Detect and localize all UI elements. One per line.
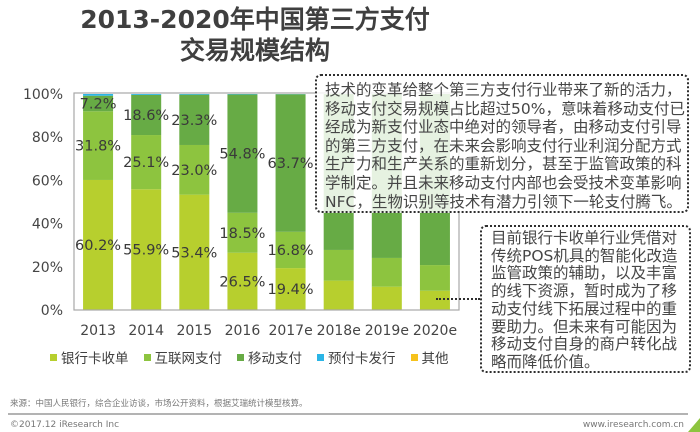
data-label: 23.0% bbox=[171, 163, 217, 179]
callout-text-line: 目前银行卡收单行业凭借对 bbox=[491, 229, 678, 247]
bar-segment bbox=[83, 95, 114, 112]
legend-label: 互联网支付 bbox=[154, 351, 223, 367]
data-label: 26.5% bbox=[219, 274, 265, 290]
data-label: 53.4% bbox=[171, 245, 217, 261]
x-tick-label: 2017e bbox=[268, 323, 312, 339]
legend-label: 银行卡收单 bbox=[61, 351, 129, 367]
callout-text-line: 移动支付自身的商户转化战 bbox=[491, 335, 678, 354]
legend-label: 其他 bbox=[421, 351, 449, 367]
data-label: 63.7% bbox=[268, 156, 314, 172]
legend-swatch-icon bbox=[237, 353, 244, 361]
bar-segment bbox=[131, 135, 162, 190]
bar-segment bbox=[419, 265, 450, 291]
x-tick-label: 2018e bbox=[317, 323, 361, 339]
chart-title-line-1: 2013-2020年中国第三方支付 bbox=[80, 5, 430, 34]
bar-segment bbox=[419, 290, 450, 310]
y-tick-label: 40% bbox=[32, 217, 63, 233]
website-link[interactable]: www.iresearch.com.cn bbox=[582, 420, 684, 430]
y-tick-label: 60% bbox=[32, 173, 63, 189]
legend-item: 其他 bbox=[410, 347, 449, 367]
callout-text-line: 学制定。并且未来移动支付内部也会受技术变革影响 bbox=[325, 173, 682, 192]
legend-label: 移动支付 bbox=[248, 351, 302, 367]
bar-segment bbox=[227, 94, 258, 213]
legend-item: 移动支付 bbox=[237, 347, 302, 367]
callout-text-line: 生产力和生产关系的重新划分，甚至于监管政策的科 bbox=[325, 155, 682, 174]
callout-bank-card-acquiring: 目前银行卡收单行业凭借对 传统POS机具的智能化改造 监管政策的辅助，以及丰富 的线下… bbox=[480, 225, 691, 373]
legend-swatch-icon bbox=[143, 353, 151, 361]
bar-segment bbox=[227, 212, 258, 253]
bar-segment bbox=[131, 94, 162, 136]
y-tick-label: 20% bbox=[32, 260, 63, 276]
legend-swatch-icon bbox=[410, 353, 418, 361]
callout-text-line: 动支付线下拓展过程中的重 bbox=[491, 299, 678, 318]
callout-text-line: 的第三方支付，在未来会影响支付行业利润分配方式 bbox=[325, 136, 682, 155]
bar-segment bbox=[275, 268, 306, 310]
callout-text-line: 监管政策的辅助，以及丰富 bbox=[491, 264, 678, 283]
x-tick-label: 2016 bbox=[225, 323, 261, 339]
callout-text-line: NFC，生物识别等技术有潜力引领下一轮支付腾飞。 bbox=[325, 192, 682, 211]
callout-text-line: 技术的变革给整个第三方支付行业带来了新的活力， bbox=[325, 81, 682, 99]
footer-divider bbox=[8, 413, 688, 415]
bar-segment bbox=[131, 189, 162, 310]
bar-segment bbox=[179, 94, 210, 145]
data-label: 18.5% bbox=[219, 226, 265, 242]
data-label: 54.8% bbox=[219, 147, 265, 163]
legend-swatch-icon bbox=[317, 353, 324, 361]
data-label: 23.3% bbox=[171, 113, 217, 129]
bar-segment bbox=[83, 179, 114, 310]
x-tick-label: 2015 bbox=[176, 323, 212, 339]
legend-item: 互联网支付 bbox=[143, 347, 223, 367]
x-tick-label: 2019e bbox=[365, 323, 409, 339]
x-tick-label: 2020e bbox=[413, 323, 457, 339]
copyright: ©2017.12 iResearch Inc bbox=[10, 420, 120, 430]
legend-item: 银行卡收单 bbox=[50, 347, 129, 367]
bar-segment bbox=[275, 231, 306, 269]
callout-text-line: 的线下资源，暂时成为了移 bbox=[491, 282, 678, 301]
callout-text-line: 要助力。但未来有可能因为 bbox=[491, 317, 678, 336]
y-tick-label: 100% bbox=[23, 87, 63, 103]
callout-text-line: 传统POS机具的智能化改造 bbox=[491, 246, 678, 265]
y-tick-label: 80% bbox=[32, 130, 63, 146]
y-tick-label: 0% bbox=[41, 303, 63, 319]
data-label: 31.8% bbox=[75, 139, 121, 155]
callout-connector bbox=[436, 298, 480, 300]
x-tick-label: 2013 bbox=[80, 323, 116, 339]
data-label: 7.2% bbox=[80, 97, 117, 113]
x-tick-label: 2014 bbox=[128, 323, 164, 339]
bar-segment bbox=[371, 257, 402, 287]
corner-decoration bbox=[688, 418, 700, 432]
bar-segment bbox=[131, 94, 162, 95]
callout-text-line: 略而降低价值。 bbox=[491, 352, 600, 371]
bar-segment bbox=[371, 286, 402, 310]
callout-mobile-payment: 技术的变革给整个第三方支付行业带来了新的活力， 移动支付交易规模占比超过50%，意… bbox=[315, 74, 689, 213]
source-note: 来源：中国人民银行，综合企业访谈，市场公开资料，根据艾瑞统计模型核算。 bbox=[10, 399, 308, 409]
bar-segment bbox=[83, 94, 114, 96]
chart-legend: 银行卡收单 互联网支付 移动支付 预付卡发行 其他 bbox=[50, 347, 449, 367]
data-label: 18.6% bbox=[123, 108, 169, 124]
bar-segment bbox=[179, 194, 210, 310]
callout-text-line: 移动支付交易规模占比超过50%，意味着移动支付已 bbox=[325, 99, 685, 118]
bar-segment bbox=[179, 94, 210, 95]
data-label: 60.2% bbox=[75, 238, 121, 254]
data-label: 16.8% bbox=[268, 243, 314, 259]
callout-text-line: 经成为新支付业态中绝对的领导者，由移动支付引导 bbox=[325, 118, 682, 137]
chart-title-line-2: 交易规模结构 bbox=[179, 36, 330, 65]
chart-title: 2013-2020年中国第三方支付 交易规模结构 bbox=[0, 4, 510, 66]
data-label: 25.1% bbox=[123, 155, 169, 171]
bar-segment bbox=[275, 94, 306, 232]
legend-swatch-icon bbox=[50, 353, 57, 361]
bar-segment bbox=[179, 144, 210, 195]
bar-segment bbox=[227, 252, 258, 310]
data-label: 19.4% bbox=[268, 282, 314, 298]
bar-segment bbox=[323, 249, 354, 281]
bar-segment bbox=[323, 280, 354, 310]
bar-segment bbox=[83, 111, 114, 180]
legend-item: 预付卡发行 bbox=[317, 347, 396, 367]
legend-label: 预付卡发行 bbox=[328, 351, 396, 367]
data-label: 55.9% bbox=[123, 243, 169, 259]
